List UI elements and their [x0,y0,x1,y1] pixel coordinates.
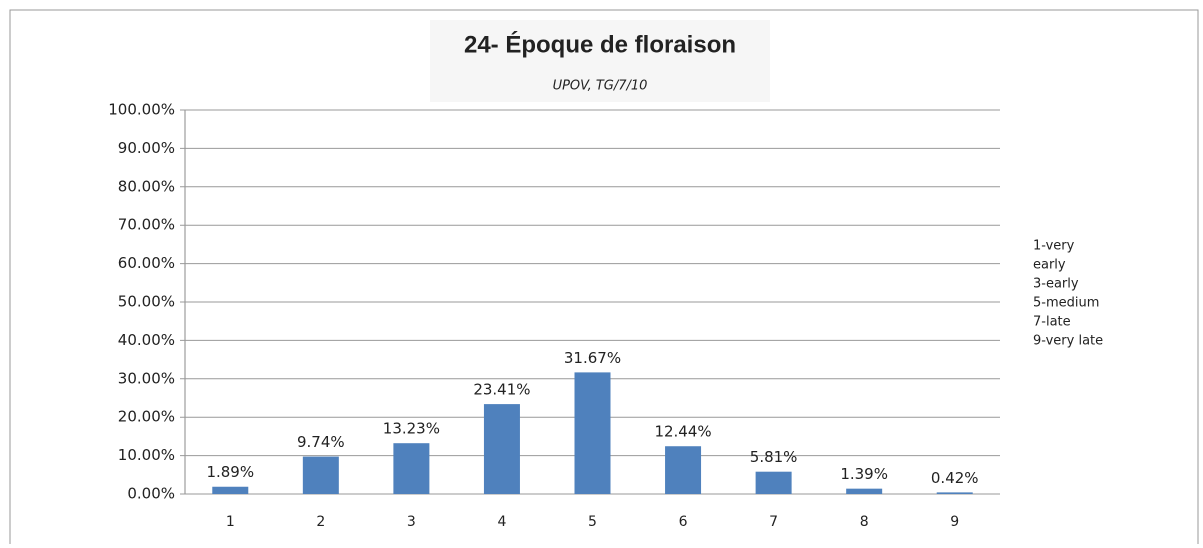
x-tick-label: 4 [497,514,506,530]
data-label: 31.67% [564,349,621,367]
data-label: 12.44% [654,423,711,441]
bar [212,486,249,494]
bar [302,456,339,494]
legend-note: 1-very [1033,239,1075,254]
bar [665,446,702,494]
data-label: 5.81% [750,448,798,466]
x-tick-label: 3 [407,514,416,530]
y-tick-label: 50.00% [118,293,175,311]
x-tick-label: 9 [950,514,959,530]
legend-note: 3-early [1033,277,1079,292]
y-tick-label: 100.00% [108,101,175,119]
x-tick-label: 2 [316,514,325,530]
bar [393,443,430,494]
y-tick-label: 10.00% [118,446,175,464]
bar [846,488,883,494]
chart-title: 24- Époque de floraison [464,30,736,58]
bar [574,372,611,494]
y-tick-label: 60.00% [118,254,175,272]
x-tick-label: 6 [679,514,688,530]
y-tick-label: 80.00% [118,177,175,195]
data-label: 0.42% [931,469,979,487]
x-tick-label: 8 [860,514,869,530]
title-box [430,20,770,102]
x-tick-label: 7 [769,514,778,530]
data-label: 13.23% [383,420,440,438]
chart-subtitle: UPOV, TG/7/10 [553,79,648,94]
data-label: 9.74% [297,433,345,451]
data-label: 1.89% [206,463,254,481]
y-tick-label: 20.00% [118,408,175,426]
legend-note: early [1033,258,1066,273]
bar [936,492,973,494]
y-tick-label: 90.00% [118,139,175,157]
legend-note: 7-late [1033,315,1071,330]
y-tick-label: 40.00% [118,331,175,349]
legend-note: 9-very late [1033,334,1103,349]
bar [483,404,520,494]
x-tick-label: 5 [588,514,597,530]
bar [755,471,792,494]
data-label: 1.39% [840,465,888,483]
data-label: 23.41% [473,381,530,399]
legend-note: 5-medium [1033,296,1099,311]
y-tick-label: 0.00% [127,485,175,503]
y-tick-label: 70.00% [118,216,175,234]
y-tick-label: 30.00% [118,369,175,387]
x-tick-label: 1 [226,514,235,530]
